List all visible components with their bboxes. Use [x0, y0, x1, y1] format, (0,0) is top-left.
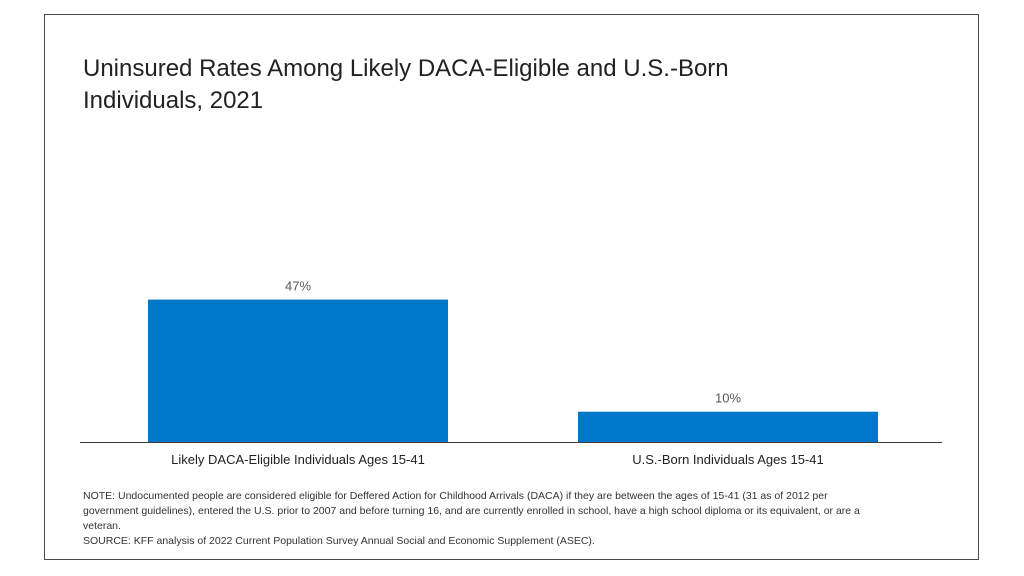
- bar-chart: 47% Likely DACA-Eligible Individuals Ages…: [80, 279, 942, 467]
- bar-2: [578, 411, 878, 442]
- category-label-1: Likely DACA-Eligible Individuals Ages 15…: [171, 452, 425, 467]
- source-text: SOURCE: KFF analysis of 2022 Current Pop…: [83, 535, 595, 547]
- chart-title: Uninsured Rates Among Likely DACA-Eligib…: [83, 55, 729, 114]
- labels-layer: 47% Likely DACA-Eligible Individuals Ages…: [171, 279, 824, 467]
- note-text: NOTE: Undocumented people are considered…: [83, 490, 860, 532]
- chart-frame: Uninsured Rates Among Likely DACA-Eligib…: [44, 14, 979, 560]
- bars-layer: [148, 299, 878, 442]
- category-label-2: U.S.-Born Individuals Ages 15-41: [632, 452, 824, 467]
- data-label-1: 47%: [285, 279, 311, 294]
- chart-notes: NOTE: Undocumented people are considered…: [83, 489, 883, 549]
- bar-1: [148, 299, 448, 442]
- data-label-2: 10%: [715, 391, 741, 406]
